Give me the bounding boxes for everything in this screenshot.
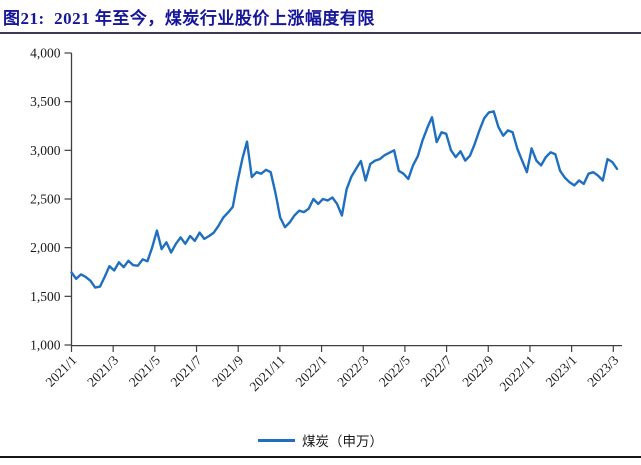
y-tick-label: 2,000 [30, 240, 61, 255]
x-tick-label: 2022/7 [418, 352, 455, 389]
y-tick-label: 3,500 [30, 94, 61, 109]
legend-label: 煤炭（申万） [302, 434, 383, 449]
x-tick-label: 2023/1 [543, 353, 580, 390]
series-coal-line [70, 110, 619, 289]
x-tick-label: 2022/9 [459, 352, 496, 389]
x-tick-label: 2022/5 [376, 352, 413, 389]
x-tick-label: 2022/3 [334, 352, 371, 389]
x-tick-label: 2021/1 [42, 353, 79, 390]
x-tick-label: 2021/9 [209, 352, 246, 389]
x-tick-label: 2021/5 [126, 352, 163, 389]
legend: 煤炭（申万） [0, 430, 641, 450]
x-tick-label: 2021/7 [168, 352, 205, 389]
y-tick-label: 2,500 [30, 192, 61, 207]
y-tick-label: 3,000 [30, 143, 61, 158]
title-divider [0, 32, 641, 34]
line-chart: 4,0003,5003,0002,5002,0001,5001,0002021/… [30, 46, 622, 395]
x-tick-label: 2021/3 [84, 352, 121, 389]
y-tick-label: 4,000 [30, 46, 61, 61]
legend-line-swatch [258, 438, 295, 442]
y-tick-label: 1,000 [30, 338, 61, 353]
x-tick-label: 2022/11 [497, 353, 539, 395]
y-tick-label: 1,500 [30, 289, 61, 304]
figure-title: 图21: 2021 年至今，煤炭行业股价上涨幅度有限 [3, 9, 375, 28]
bottom-divider [0, 456, 641, 458]
x-tick-label: 2023/3 [584, 352, 621, 389]
x-tick-label: 2022/1 [293, 353, 330, 390]
chart-area: 4,000 3,500 3,000 2,500 2,000 1,500 1,000 2021/… [30, 46, 622, 395]
x-tick-label: 2021/11 [246, 353, 288, 395]
